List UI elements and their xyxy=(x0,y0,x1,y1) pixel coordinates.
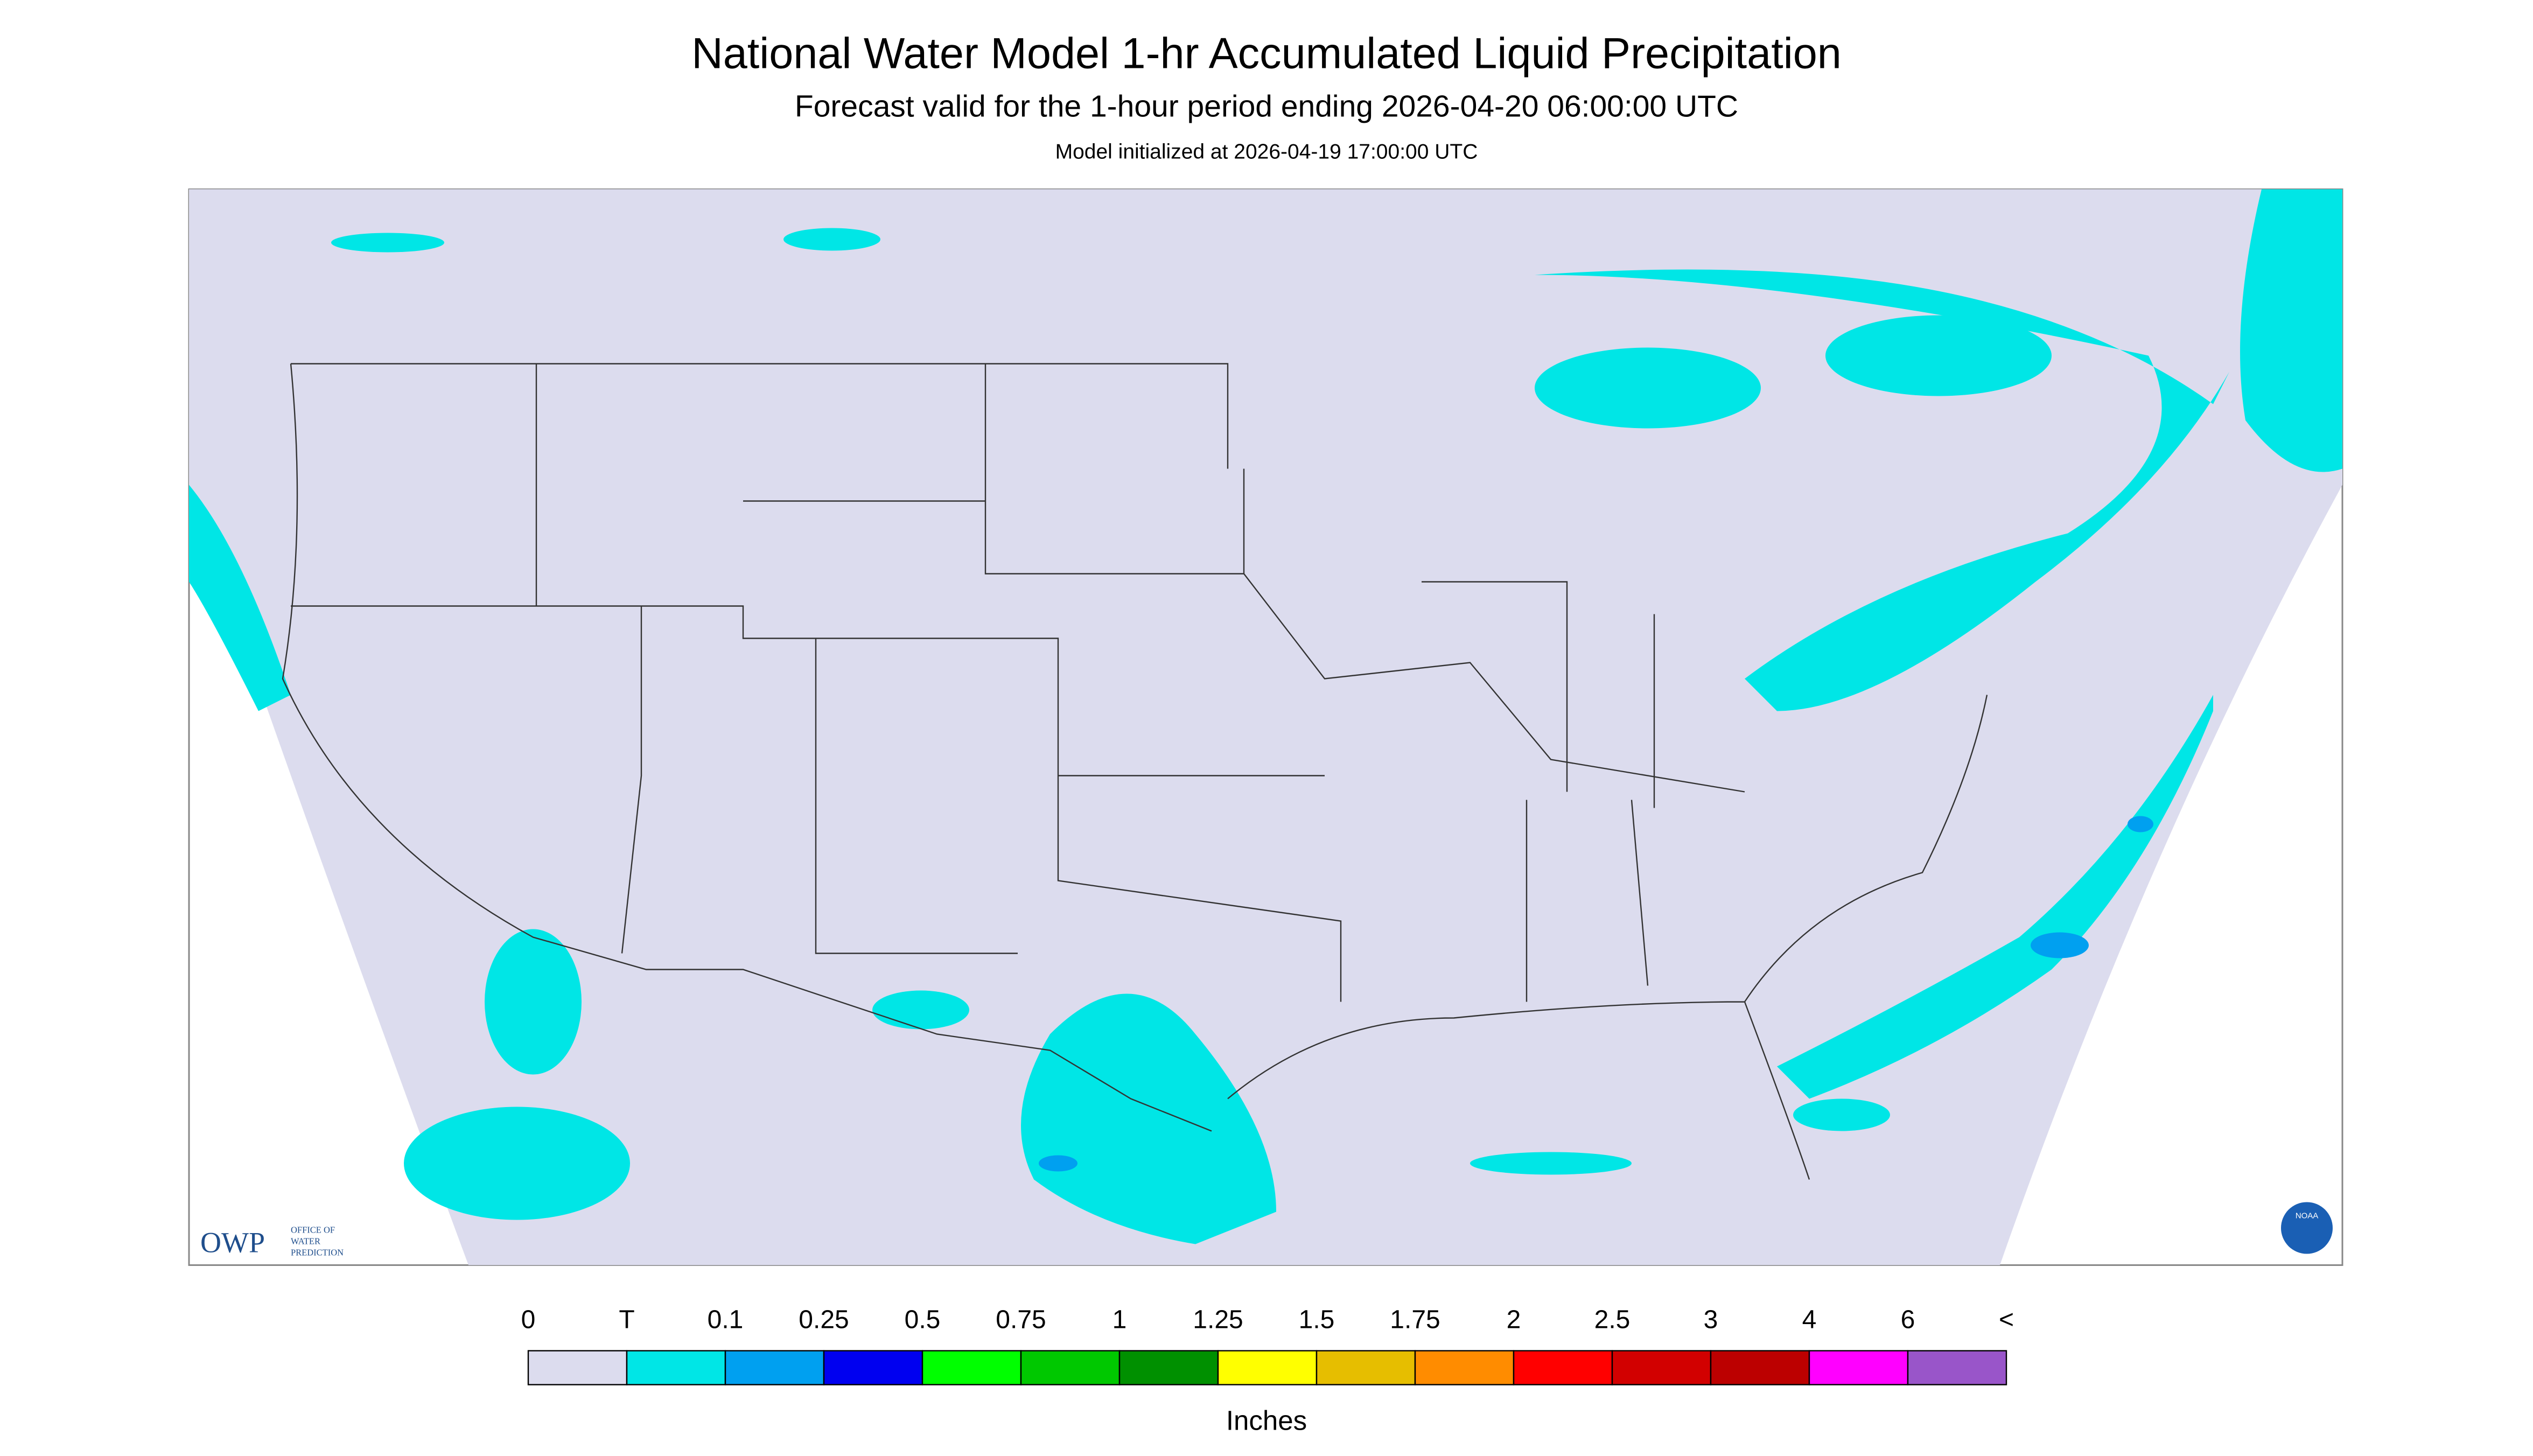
model-domain xyxy=(189,189,2342,1265)
legend-label: 0 xyxy=(521,1306,536,1334)
legend-swatch xyxy=(1020,1350,1121,1385)
title: National Water Model 1-hr Accumulated Li… xyxy=(691,30,1842,78)
legend: 0 T 0.1 0.25 0.5 0.75 1 1.25 1.5 1.75 2 2.5 3 4 6 < xyxy=(521,1306,2014,1385)
owp-text: OFFICE OF xyxy=(291,1225,335,1235)
map: OWP OFFICE OF WATER PREDICTION NOAA xyxy=(188,188,2343,1266)
legend-label: 6 xyxy=(1901,1306,1915,1334)
legend-label: 4 xyxy=(1802,1306,1817,1334)
legend-swatch xyxy=(1217,1350,1318,1385)
legend-label: 0.1 xyxy=(708,1306,744,1334)
legend-label: 0.75 xyxy=(996,1306,1046,1334)
owp-text: PREDICTION xyxy=(291,1248,344,1258)
legend-label: 2 xyxy=(1507,1306,1521,1334)
owp-text: WATER xyxy=(291,1236,320,1247)
legend-label: T xyxy=(619,1306,634,1334)
init-note: Model initialized at 2026-04-19 17:00:00… xyxy=(1055,141,1478,164)
precip-heavier xyxy=(1039,816,2153,1172)
legend-swatch xyxy=(1513,1350,1613,1385)
legend-swatch xyxy=(1118,1350,1219,1385)
legend-label: 1.5 xyxy=(1299,1306,1335,1334)
legend-swatch xyxy=(1414,1350,1515,1385)
subtitle: Forecast valid for the 1-hour period end… xyxy=(795,89,1738,124)
owp-logo: OWP xyxy=(200,1227,265,1259)
noaa-text: NOAA xyxy=(2296,1212,2319,1221)
legend-label: 0.25 xyxy=(799,1306,849,1334)
legend-units: Inches xyxy=(1226,1405,1307,1436)
legend-label: 3 xyxy=(1704,1306,1718,1334)
legend-swatch xyxy=(921,1350,1022,1385)
legend-swatch xyxy=(1316,1350,1416,1385)
legend-swatch xyxy=(1808,1350,1909,1385)
legend-swatch xyxy=(1907,1350,2007,1385)
legend-label: < xyxy=(1999,1306,2014,1334)
precip-areas xyxy=(189,189,2342,1244)
noaa-logo xyxy=(2281,1202,2333,1254)
legend-swatch xyxy=(626,1350,726,1385)
legend-label: 0.5 xyxy=(905,1306,941,1334)
legend-label: 1.75 xyxy=(1390,1306,1440,1334)
legend-swatch xyxy=(1710,1350,1810,1385)
legend-label: 1.25 xyxy=(1193,1306,1243,1334)
legend-swatch xyxy=(823,1350,923,1385)
legend-swatch xyxy=(1611,1350,1712,1385)
legend-label: 2.5 xyxy=(1594,1306,1631,1334)
legend-label: 1 xyxy=(1112,1306,1127,1334)
legend-swatch xyxy=(724,1350,825,1385)
legend-swatch xyxy=(527,1350,628,1385)
boundaries xyxy=(282,363,1988,1180)
